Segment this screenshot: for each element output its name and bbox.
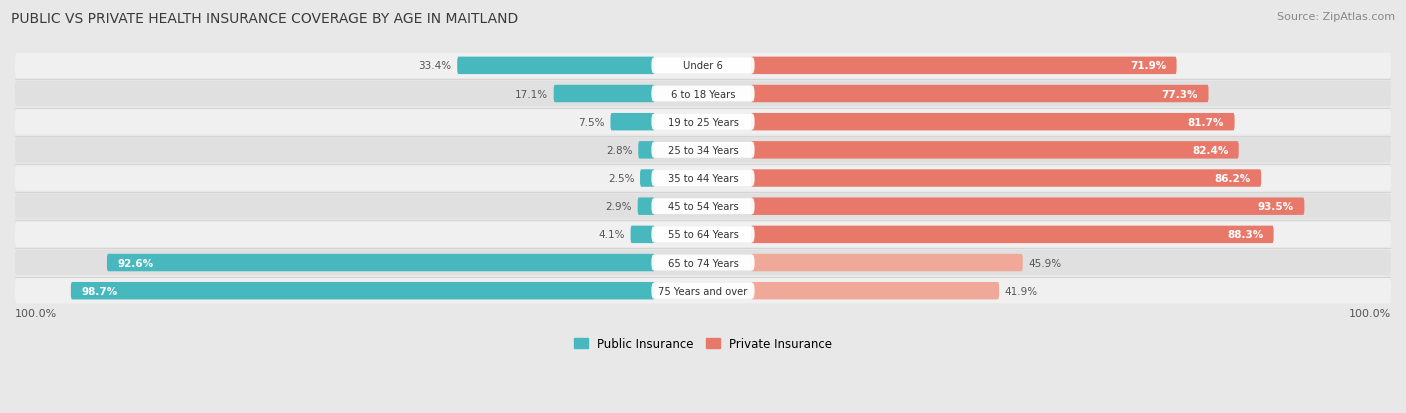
Text: 92.6%: 92.6% (117, 258, 153, 268)
Text: 100.0%: 100.0% (1348, 309, 1391, 318)
Text: 55 to 64 Years: 55 to 64 Years (668, 230, 738, 240)
FancyBboxPatch shape (751, 142, 1239, 159)
Text: 93.5%: 93.5% (1258, 202, 1294, 212)
Text: 2.5%: 2.5% (607, 173, 634, 184)
Text: Source: ZipAtlas.com: Source: ZipAtlas.com (1277, 12, 1395, 22)
FancyBboxPatch shape (630, 226, 655, 244)
FancyBboxPatch shape (651, 255, 755, 271)
FancyBboxPatch shape (554, 85, 655, 103)
FancyBboxPatch shape (651, 199, 755, 215)
FancyBboxPatch shape (15, 278, 1391, 304)
FancyBboxPatch shape (457, 57, 655, 75)
FancyBboxPatch shape (15, 54, 1391, 79)
Text: 6 to 18 Years: 6 to 18 Years (671, 89, 735, 99)
FancyBboxPatch shape (70, 282, 655, 300)
FancyBboxPatch shape (651, 58, 755, 74)
FancyBboxPatch shape (751, 282, 1000, 300)
Text: Under 6: Under 6 (683, 61, 723, 71)
FancyBboxPatch shape (651, 227, 755, 243)
FancyBboxPatch shape (651, 114, 755, 130)
FancyBboxPatch shape (610, 114, 655, 131)
FancyBboxPatch shape (651, 142, 755, 158)
Legend: Public Insurance, Private Insurance: Public Insurance, Private Insurance (569, 332, 837, 355)
Text: 25 to 34 Years: 25 to 34 Years (668, 145, 738, 155)
FancyBboxPatch shape (15, 250, 1391, 275)
Text: 45 to 54 Years: 45 to 54 Years (668, 202, 738, 212)
Text: 4.1%: 4.1% (599, 230, 626, 240)
FancyBboxPatch shape (15, 194, 1391, 219)
Text: PUBLIC VS PRIVATE HEALTH INSURANCE COVERAGE BY AGE IN MAITLAND: PUBLIC VS PRIVATE HEALTH INSURANCE COVER… (11, 12, 519, 26)
Text: 98.7%: 98.7% (82, 286, 118, 296)
FancyBboxPatch shape (651, 283, 755, 299)
FancyBboxPatch shape (15, 110, 1391, 135)
FancyBboxPatch shape (751, 254, 1022, 272)
Text: 35 to 44 Years: 35 to 44 Years (668, 173, 738, 184)
Text: 86.2%: 86.2% (1215, 173, 1251, 184)
Text: 65 to 74 Years: 65 to 74 Years (668, 258, 738, 268)
FancyBboxPatch shape (751, 170, 1261, 188)
Text: 71.9%: 71.9% (1130, 61, 1166, 71)
FancyBboxPatch shape (638, 142, 655, 159)
FancyBboxPatch shape (751, 85, 1209, 103)
Text: 7.5%: 7.5% (578, 117, 605, 127)
Text: 19 to 25 Years: 19 to 25 Years (668, 117, 738, 127)
FancyBboxPatch shape (15, 222, 1391, 247)
FancyBboxPatch shape (15, 166, 1391, 191)
Text: 41.9%: 41.9% (1004, 286, 1038, 296)
Text: 17.1%: 17.1% (515, 89, 548, 99)
FancyBboxPatch shape (651, 86, 755, 102)
Text: 2.8%: 2.8% (606, 145, 633, 155)
Text: 88.3%: 88.3% (1227, 230, 1264, 240)
FancyBboxPatch shape (15, 138, 1391, 163)
FancyBboxPatch shape (651, 171, 755, 186)
FancyBboxPatch shape (638, 198, 655, 216)
Text: 100.0%: 100.0% (15, 309, 58, 318)
FancyBboxPatch shape (751, 198, 1305, 216)
Text: 33.4%: 33.4% (419, 61, 451, 71)
FancyBboxPatch shape (640, 170, 655, 188)
Text: 82.4%: 82.4% (1192, 145, 1229, 155)
Text: 77.3%: 77.3% (1161, 89, 1198, 99)
Text: 2.9%: 2.9% (606, 202, 633, 212)
FancyBboxPatch shape (15, 82, 1391, 107)
Text: 81.7%: 81.7% (1188, 117, 1225, 127)
FancyBboxPatch shape (751, 114, 1234, 131)
FancyBboxPatch shape (751, 57, 1177, 75)
FancyBboxPatch shape (751, 226, 1274, 244)
FancyBboxPatch shape (107, 254, 655, 272)
Text: 45.9%: 45.9% (1028, 258, 1062, 268)
Text: 75 Years and over: 75 Years and over (658, 286, 748, 296)
